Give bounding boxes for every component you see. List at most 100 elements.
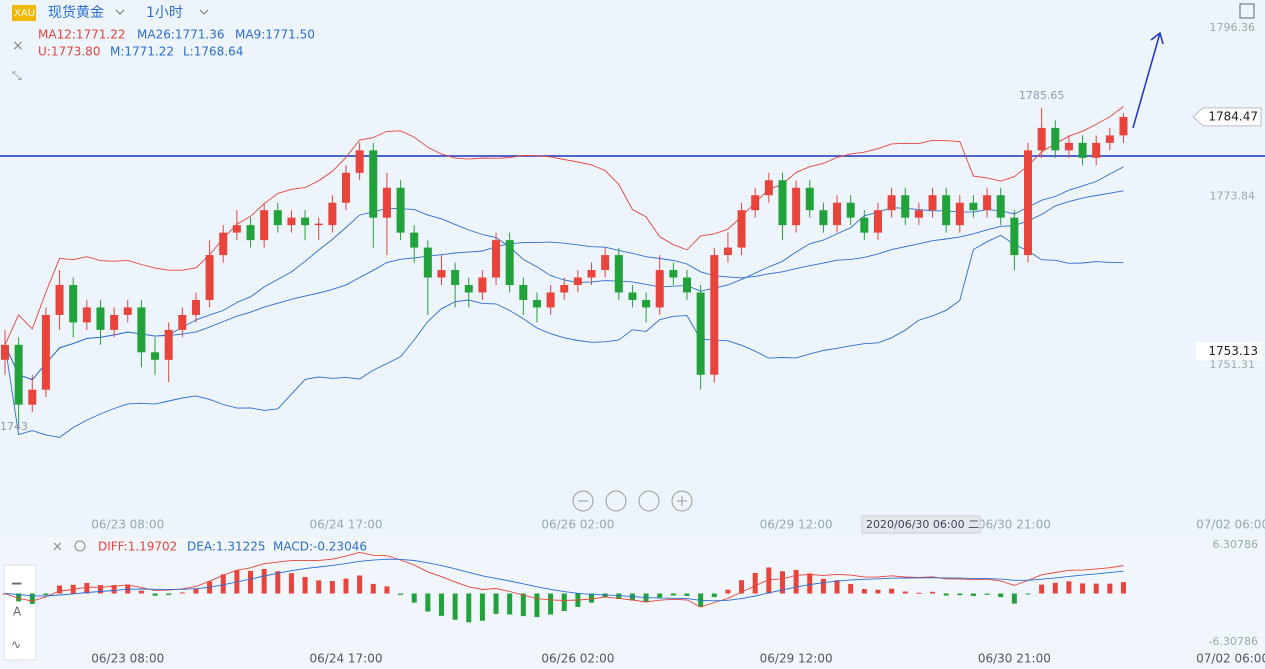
- candle-body: [860, 217, 869, 233]
- macd-bar: [916, 592, 922, 594]
- candle-body: [601, 255, 610, 271]
- candle-body: [287, 217, 296, 226]
- candle-body: [1, 344, 9, 360]
- candle-body: [28, 389, 37, 405]
- x-tick-label: 06/30 21:00: [978, 518, 1051, 532]
- macd-bar: [657, 593, 663, 598]
- macd-bar: [16, 593, 22, 602]
- candle-body: [683, 277, 691, 293]
- zoom-in[interactable]: [671, 490, 693, 512]
- candle-body: [69, 284, 78, 323]
- candle-body: [342, 172, 350, 203]
- macd-close[interactable]: ×: [52, 540, 63, 555]
- macd-bar: [861, 589, 867, 594]
- x-tick-label: 06/24 17:00: [310, 518, 383, 532]
- macd-bar: [820, 578, 826, 594]
- period[interactable]: 1小时: [146, 5, 183, 21]
- macd-bar: [479, 593, 485, 621]
- candle-body: [928, 195, 937, 211]
- candle-body: [151, 352, 160, 360]
- x-tick-label: 06/26 02:00: [541, 652, 614, 666]
- close-icon[interactable]: ×: [12, 38, 24, 54]
- x-tick-label: 06/24 17:00: [310, 652, 383, 666]
- legend-mid: M:1771.22: [110, 45, 174, 59]
- prev[interactable]: [605, 490, 627, 512]
- macd-bar: [452, 593, 458, 620]
- dropdown-icon[interactable]: [115, 9, 125, 15]
- candle-body: [191, 299, 200, 315]
- macd-bar: [970, 593, 976, 597]
- macd-bar: [1011, 593, 1017, 604]
- candle-body: [464, 284, 473, 293]
- candle-body: [232, 225, 241, 233]
- macd-bar: [179, 592, 185, 594]
- candle-body: [751, 195, 760, 211]
- macd-bar: [493, 593, 499, 614]
- macd-bar: [425, 593, 431, 612]
- macd-panel: [0, 537, 1265, 669]
- candle-body: [1092, 142, 1101, 158]
- boll-lower: [4, 234, 1124, 438]
- candle-body: [723, 247, 732, 256]
- candle-body: [328, 202, 337, 226]
- tool-icon[interactable]: ▁: [11, 571, 22, 585]
- x-tick-label: 06/29 12:00: [760, 518, 833, 532]
- candle-body: [1024, 150, 1032, 256]
- next[interactable]: [638, 490, 660, 512]
- x-tick-label: 06/29 12:00: [760, 652, 833, 666]
- cursor-time-box: [861, 515, 981, 534]
- macd-bar: [1039, 584, 1045, 594]
- zoom-out[interactable]: [572, 490, 594, 512]
- macd-bar: [288, 573, 294, 594]
- candle-body: [260, 210, 269, 241]
- macd-bar: [834, 580, 840, 594]
- macd-bar: [752, 572, 758, 594]
- tool-icon[interactable]: ∿: [11, 638, 21, 652]
- macd-bar: [779, 571, 785, 594]
- macd-tick-label: 6.30786: [1213, 538, 1259, 551]
- macd-bar: [193, 589, 199, 594]
- candle-body: [546, 292, 555, 308]
- boll-upper: [4, 106, 1124, 345]
- candle-body: [519, 284, 528, 300]
- macd-dea-line: [4, 558, 1124, 602]
- macd-bar: [902, 591, 908, 594]
- candle-body: [478, 277, 487, 293]
- macd-bar: [166, 593, 172, 595]
- macd-bar: [889, 588, 895, 594]
- symbol: XAU: [14, 8, 35, 19]
- candle-body: [696, 292, 705, 375]
- ma-line: [4, 190, 1124, 381]
- tool-icon[interactable]: A: [13, 605, 22, 619]
- macd-bar: [29, 593, 35, 604]
- macd-bar: [438, 593, 444, 616]
- candle-body: [505, 240, 514, 285]
- x-tick-label: 06/23 08:00: [91, 652, 164, 666]
- macd-bar: [507, 593, 513, 615]
- macd-bar: [739, 580, 745, 594]
- macd-bar: [329, 580, 335, 594]
- candle-body: [532, 299, 541, 308]
- macd-diff: DIFF:1.19702: [98, 540, 177, 554]
- macd-dea: DEA:1.31225: [187, 540, 266, 554]
- macd-bar: [343, 578, 349, 594]
- macd-settings[interactable]: [74, 540, 86, 552]
- candle-body: [1119, 116, 1128, 136]
- macd-bar: [248, 570, 254, 594]
- cursor-price-tag: [1196, 342, 1262, 361]
- collapse-icon[interactable]: ⤡: [12, 69, 22, 83]
- panel-icon[interactable]: [1239, 3, 1255, 19]
- dropdown-icon[interactable]: [199, 9, 209, 15]
- macd-bar: [1107, 583, 1113, 594]
- x-tick-label: 07/02 06:00: [1196, 652, 1265, 666]
- drawn-arrow[interactable]: [1132, 31, 1164, 129]
- cursor-price: 1753.13: [1208, 344, 1258, 358]
- candle-body: [396, 187, 405, 233]
- macd-bar: [711, 593, 717, 598]
- macd-bar: [943, 593, 949, 596]
- title[interactable]: 现货黄金: [48, 4, 104, 21]
- candle-body: [778, 180, 787, 226]
- candle-body: [355, 150, 364, 173]
- candle-body: [123, 307, 132, 315]
- candle-body: [942, 195, 951, 226]
